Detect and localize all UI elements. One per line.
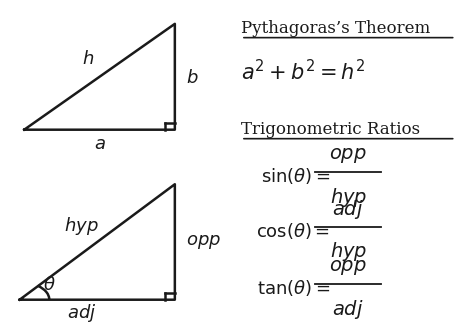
- Text: $\mathit{opp}$: $\mathit{opp}$: [329, 258, 367, 277]
- Text: $\mathit{hyp}$: $\mathit{hyp}$: [329, 240, 367, 263]
- Text: $b$: $b$: [186, 69, 199, 87]
- Text: $hyp$: $hyp$: [64, 215, 99, 237]
- Text: $\mathit{opp}$: $\mathit{opp}$: [329, 146, 367, 165]
- Text: $opp$: $opp$: [186, 233, 221, 251]
- Text: $a^2 + b^2 = h^2$: $a^2 + b^2 = h^2$: [241, 60, 365, 85]
- Text: Pythagoras’s Theorem: Pythagoras’s Theorem: [241, 20, 430, 37]
- Text: $\mathit{adj}$: $\mathit{adj}$: [332, 198, 364, 221]
- Text: $\mathit{hyp}$: $\mathit{hyp}$: [329, 185, 367, 209]
- Text: $\theta$: $\theta$: [43, 276, 55, 294]
- Text: $adj$: $adj$: [66, 301, 96, 323]
- Text: $h$: $h$: [82, 50, 94, 68]
- Text: $\sin(\theta) = $: $\sin(\theta) = $: [261, 166, 330, 186]
- Text: $\cos(\theta) = $: $\cos(\theta) = $: [256, 221, 330, 241]
- Text: $\mathit{adj}$: $\mathit{adj}$: [332, 298, 364, 321]
- Text: $\tan(\theta) = $: $\tan(\theta) = $: [257, 279, 330, 299]
- Text: $a$: $a$: [93, 135, 105, 153]
- Text: Trigonometric Ratios: Trigonometric Ratios: [241, 121, 420, 138]
